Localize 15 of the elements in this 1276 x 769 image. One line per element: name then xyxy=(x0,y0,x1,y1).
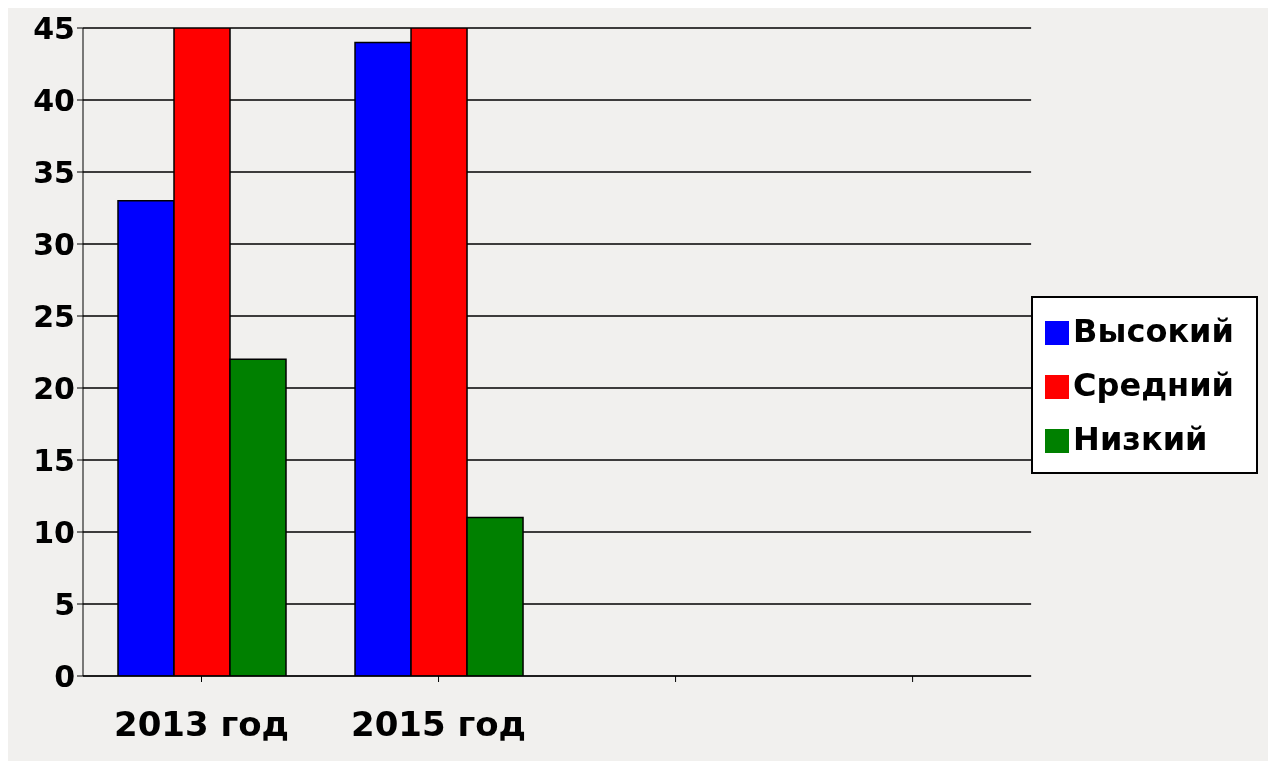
legend-label: Высокий xyxy=(1073,311,1234,350)
y-tick-label: 25 xyxy=(33,298,75,334)
legend-label: Средний xyxy=(1073,365,1234,404)
y-tick-label: 20 xyxy=(33,370,75,406)
y-tick-label: 40 xyxy=(33,82,75,118)
y-tick-label: 35 xyxy=(33,154,75,190)
y-tick-label: 30 xyxy=(33,226,75,262)
y-tick-label: 5 xyxy=(54,586,75,622)
x-tick-label: 2013 год xyxy=(113,704,290,745)
y-tick-label: 0 xyxy=(54,658,75,694)
x-tick-label: 2015 год xyxy=(351,704,527,745)
y-tick-label: 45 xyxy=(33,10,75,46)
y-tick-label: 10 xyxy=(33,514,75,550)
y-tick-label: 15 xyxy=(33,442,75,478)
legend-label: Низкий xyxy=(1073,419,1208,458)
